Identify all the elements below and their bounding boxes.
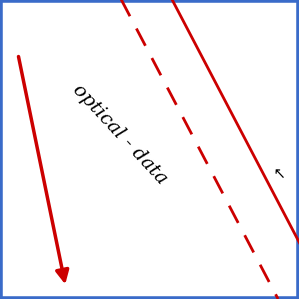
Text: optical - data: optical - data xyxy=(69,81,170,188)
Text: ←: ← xyxy=(268,164,288,183)
